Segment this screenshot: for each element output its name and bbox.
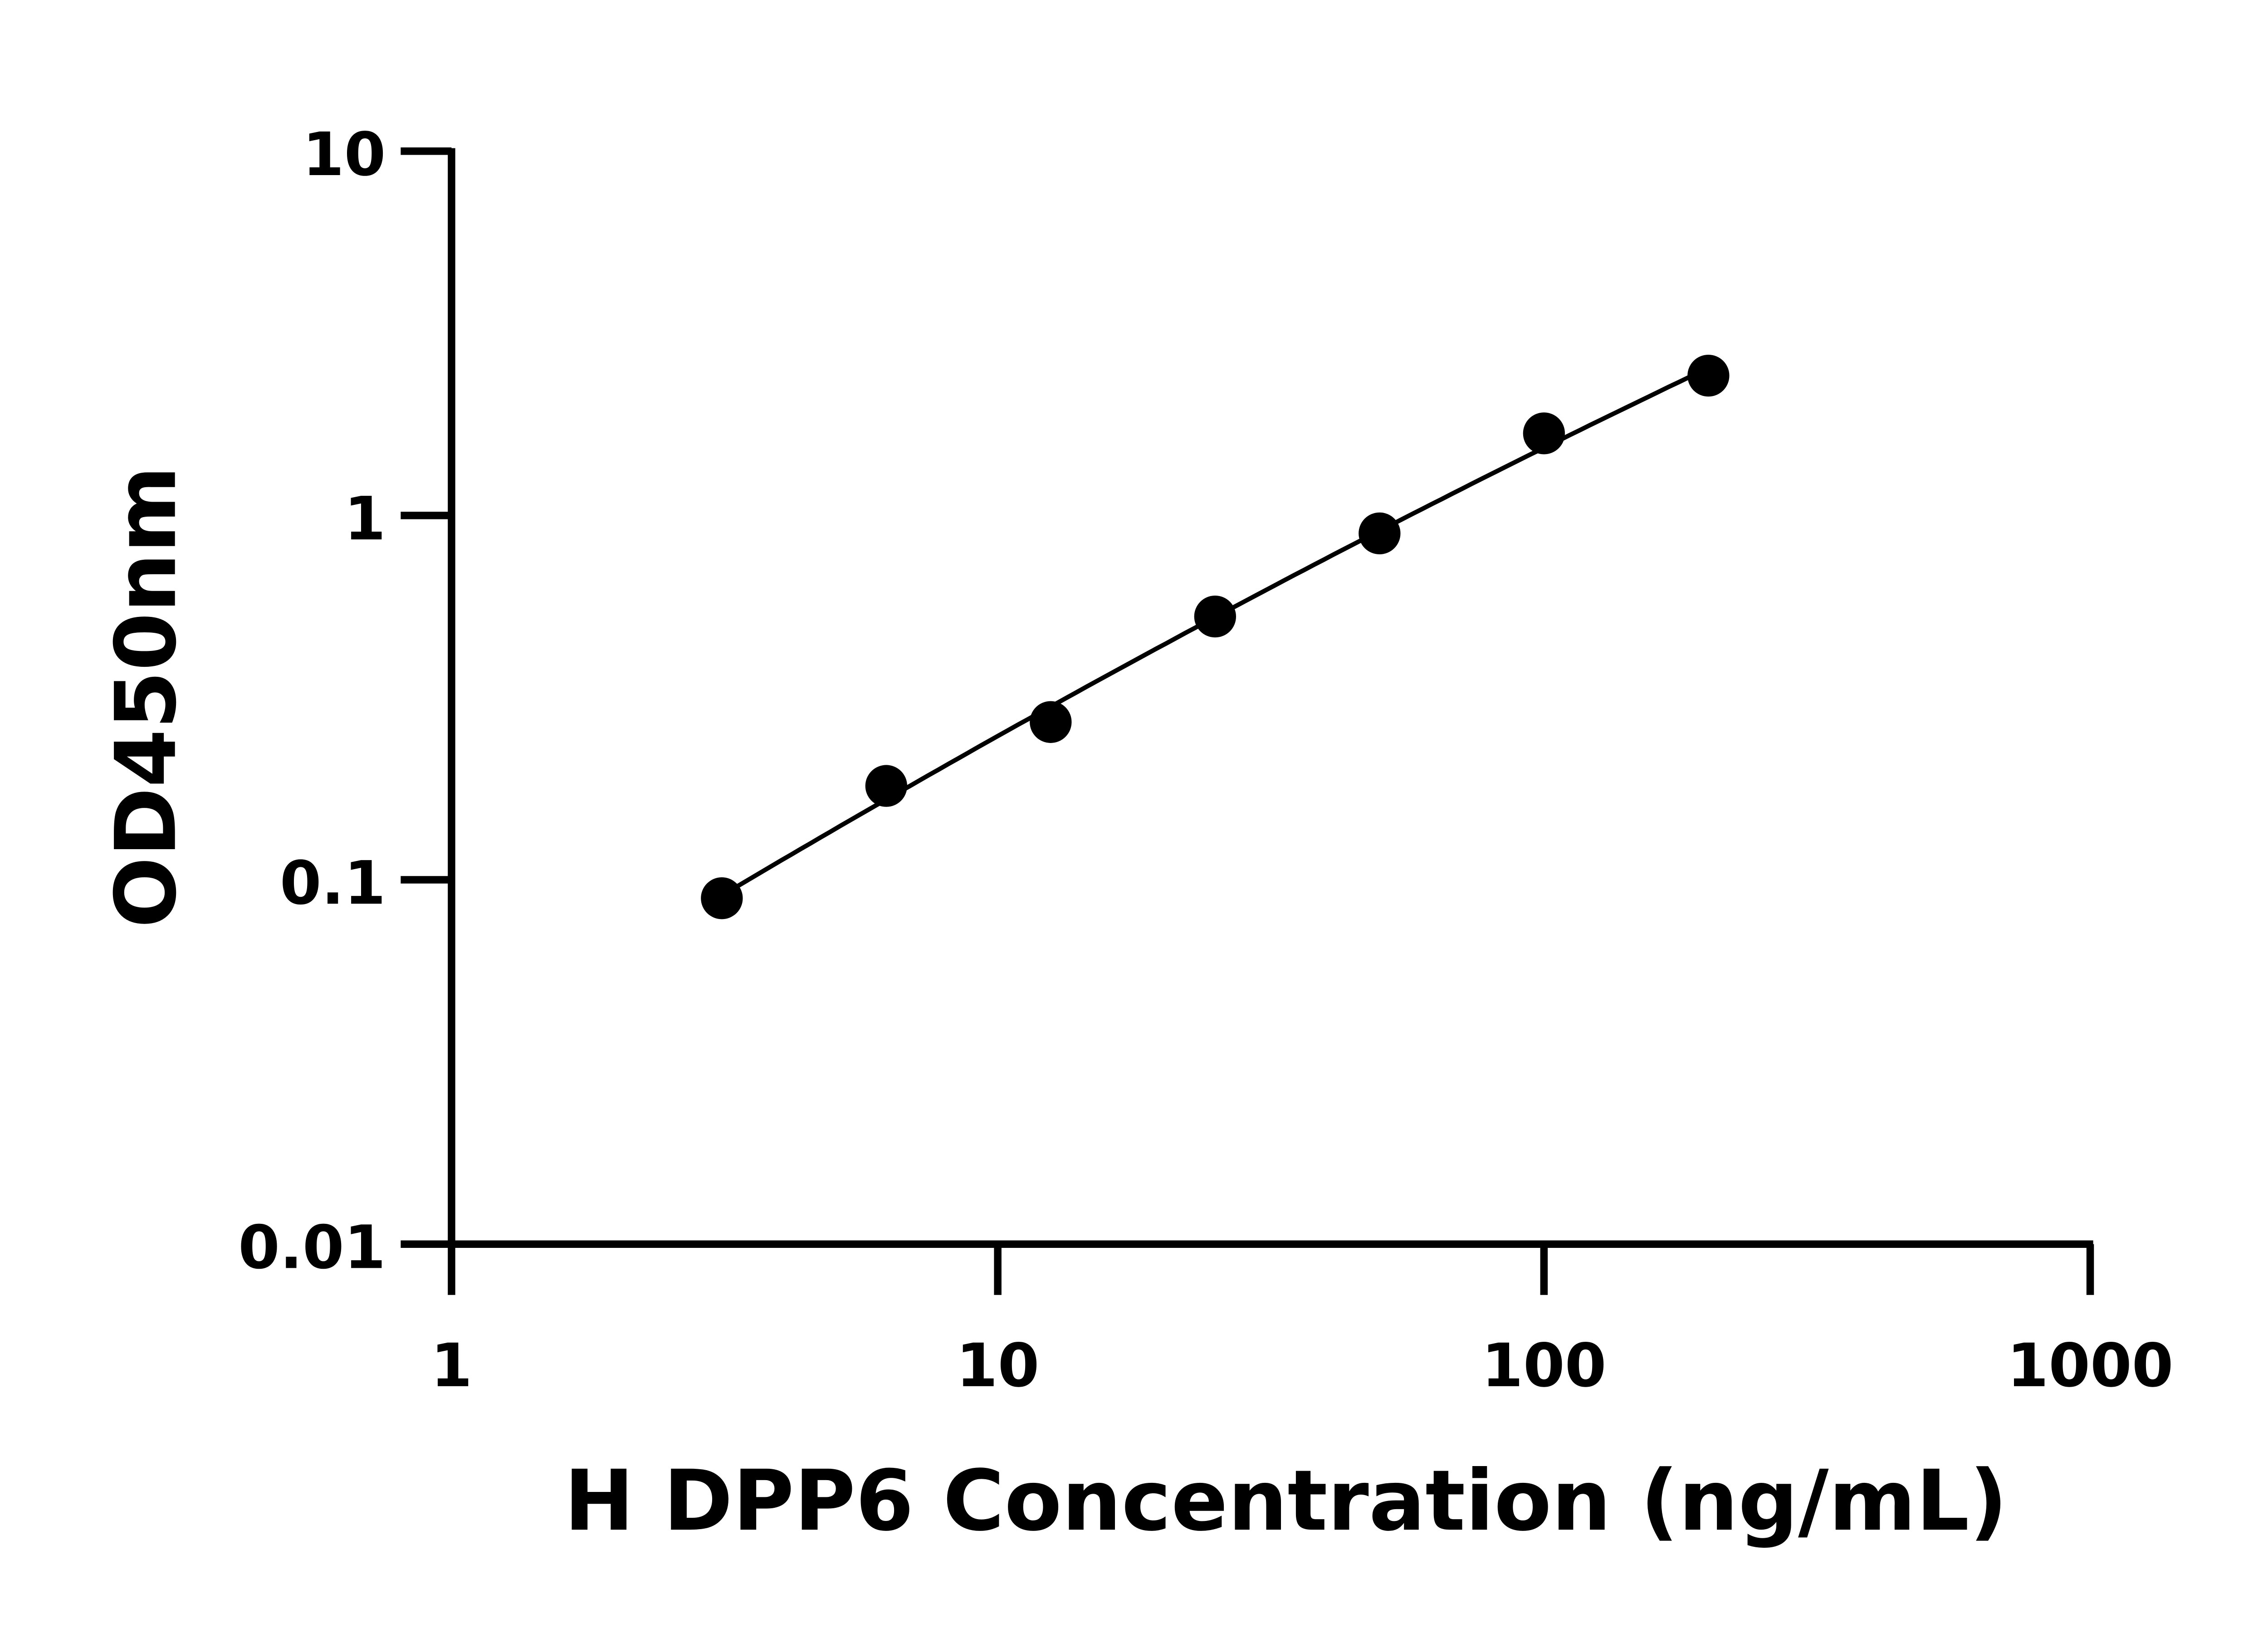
y-tick-label: 10 [303,120,386,190]
x-tick-label: 100 [1481,1331,1606,1401]
x-axis-label: H DPP6 Concentration (ng/mL) [564,1452,2008,1550]
data-point [1523,412,1565,455]
x-tick-label: 1 [431,1331,473,1401]
data-point [1359,512,1401,554]
data-point [701,877,743,919]
y-tick-label: 1 [344,484,386,554]
y-tick-label: 0.01 [238,1213,386,1282]
data-point [1194,595,1236,638]
y-tick-label: 0.1 [280,849,386,918]
y-axis-label: OD450nm [98,466,195,928]
data-point [865,765,907,807]
y-axis: 0.01 0.1 1 10 [238,120,455,1282]
x-axis: 1 10 100 1000 [431,1240,2174,1401]
data-point [1030,701,1072,743]
x-tick-label: 1000 [2007,1331,2174,1401]
x-tick-label: 10 [956,1331,1039,1401]
data-point [1687,354,1730,397]
